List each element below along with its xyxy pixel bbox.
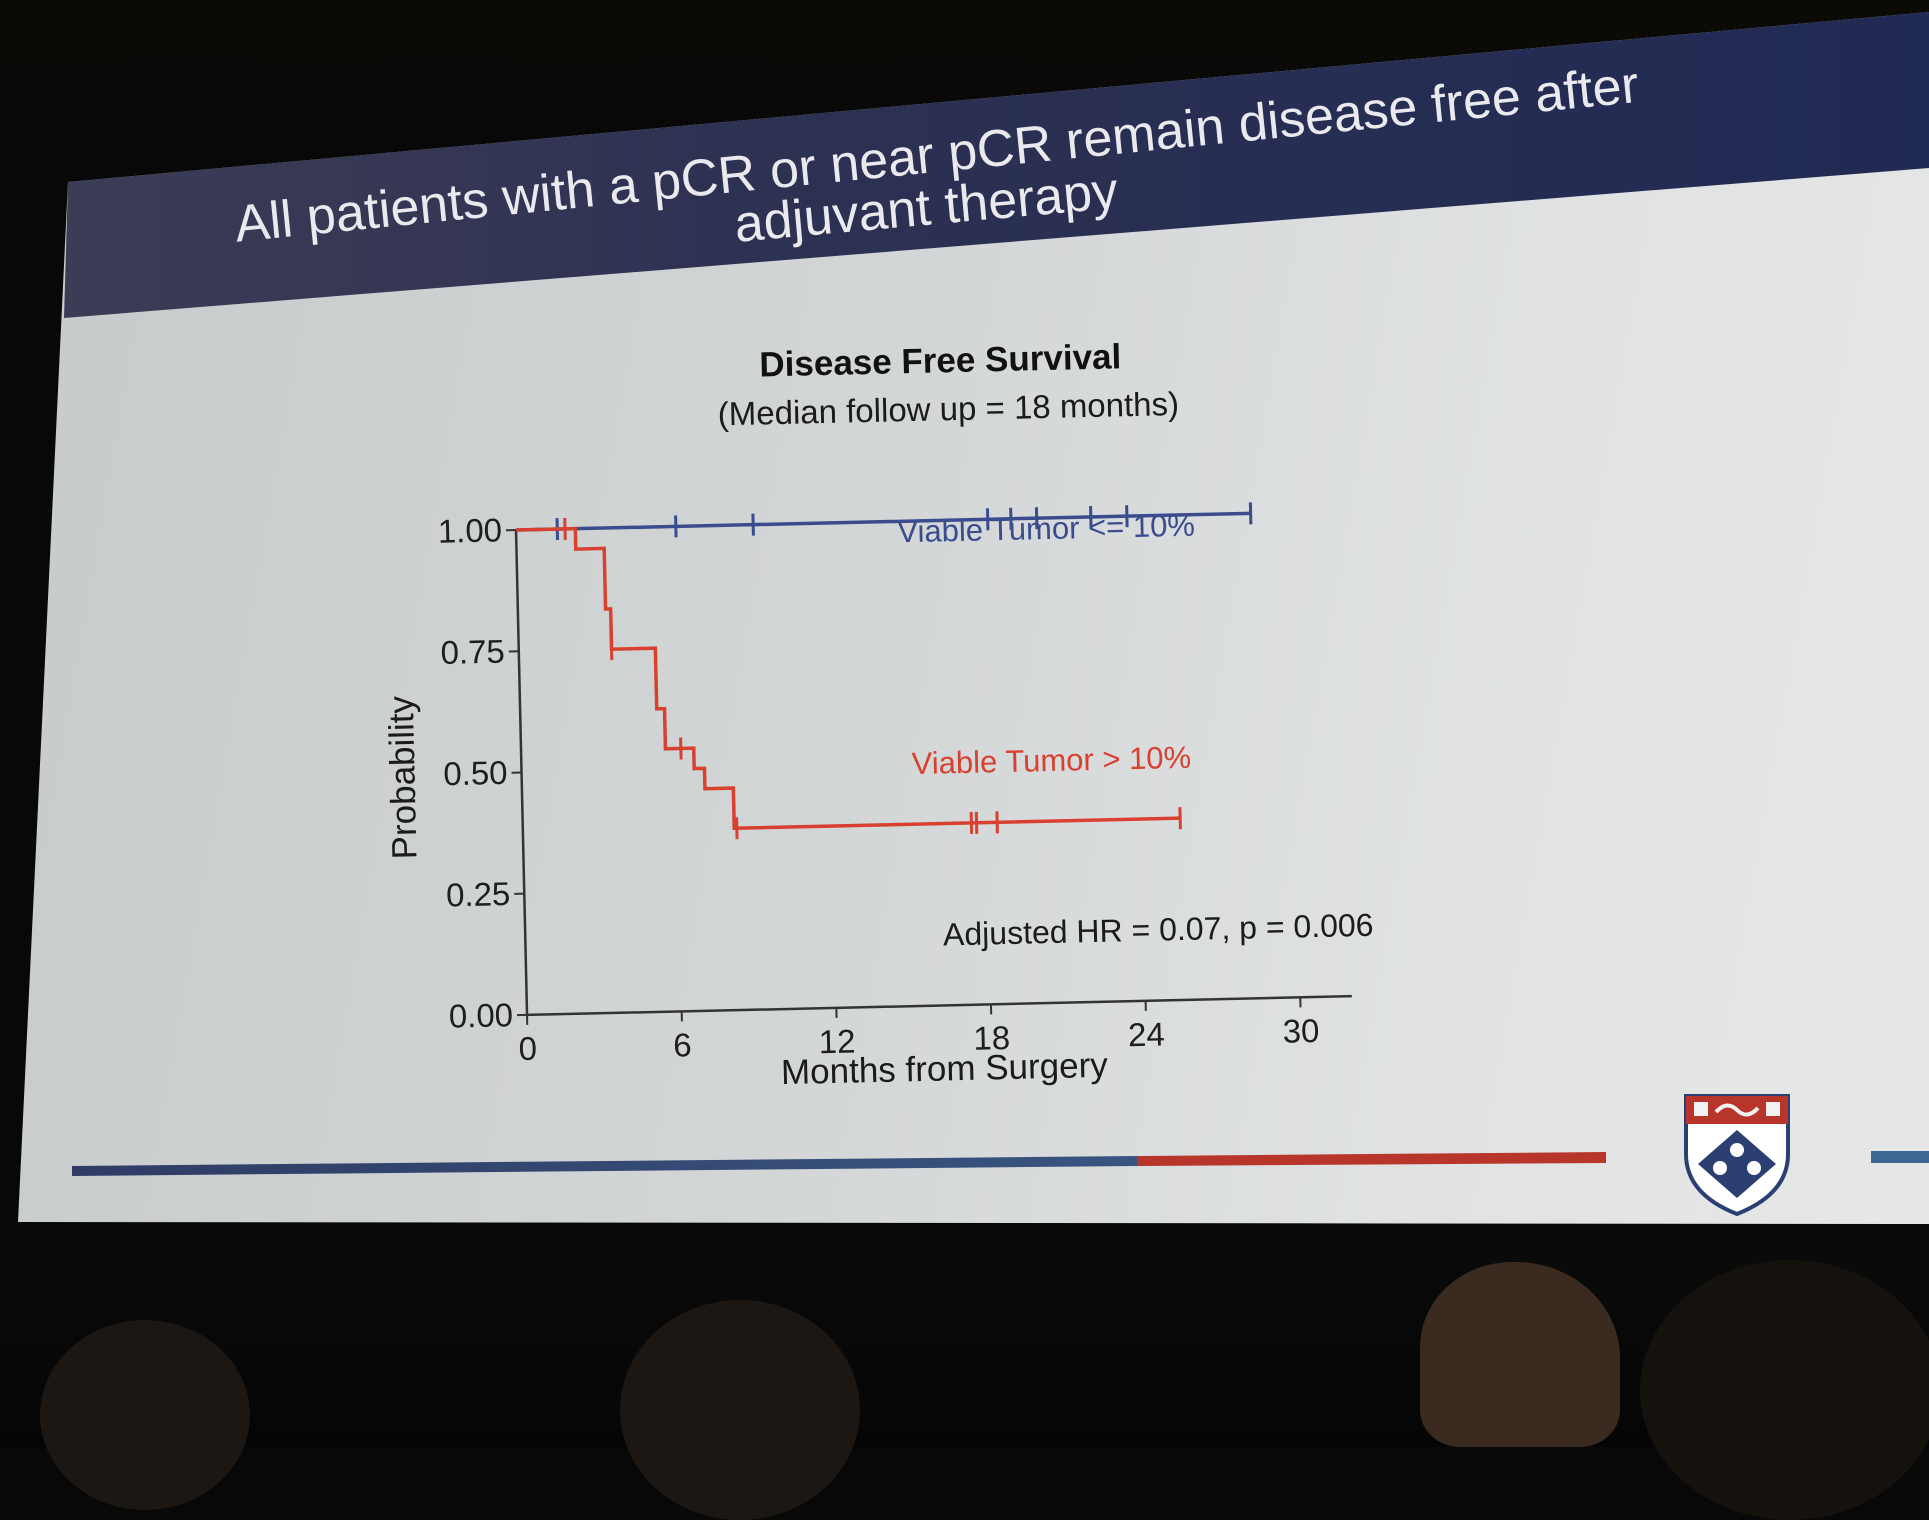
audience-head xyxy=(1640,1260,1929,1520)
y-tick-label: 0.25 xyxy=(446,875,511,913)
x-tick-label: 0 xyxy=(518,1030,537,1067)
survival-chart: Disease Free Survival (Median follow up … xyxy=(0,0,1929,1469)
audience-hand xyxy=(1420,1262,1620,1447)
hazard-ratio-annotation: Adjusted HR = 0.07, p = 0.006 xyxy=(943,907,1374,953)
y-tick-label: 0.75 xyxy=(440,633,505,671)
audience-head xyxy=(620,1300,860,1520)
audience-foreground xyxy=(0,1250,1929,1447)
y-tick-label: 1.00 xyxy=(437,511,502,549)
series-label-low-tumor: Viable Tumor <= 10% xyxy=(897,508,1195,550)
university-shield-icon xyxy=(1682,1092,1792,1217)
y-tick-label: 0.50 xyxy=(443,754,508,792)
y-tick-label: 0.00 xyxy=(448,996,513,1034)
x-tick-label: 12 xyxy=(818,1022,856,1060)
y-axis-ticks: 0.00 0.25 0.50 0.75 1.00 xyxy=(437,511,527,1035)
chart-subtitle: (Median follow up = 18 months) xyxy=(717,385,1179,432)
x-tick-label: 6 xyxy=(673,1026,692,1063)
x-tick-label: 24 xyxy=(1128,1015,1166,1053)
series-layer xyxy=(516,502,1258,844)
footer-bar-stub xyxy=(1871,1151,1929,1163)
chart-container: Disease Free Survival (Median follow up … xyxy=(0,0,1929,1469)
series-label-high-tumor: Viable Tumor > 10% xyxy=(911,740,1191,781)
x-tick-label: 30 xyxy=(1282,1012,1320,1050)
y-axis-title: Probability xyxy=(382,695,425,860)
series-line-1 xyxy=(516,515,1180,833)
audience-head xyxy=(40,1320,250,1510)
chart-title: Disease Free Survival xyxy=(759,337,1122,384)
x-tick-label: 18 xyxy=(973,1019,1011,1057)
x-axis-line xyxy=(527,996,1352,1015)
